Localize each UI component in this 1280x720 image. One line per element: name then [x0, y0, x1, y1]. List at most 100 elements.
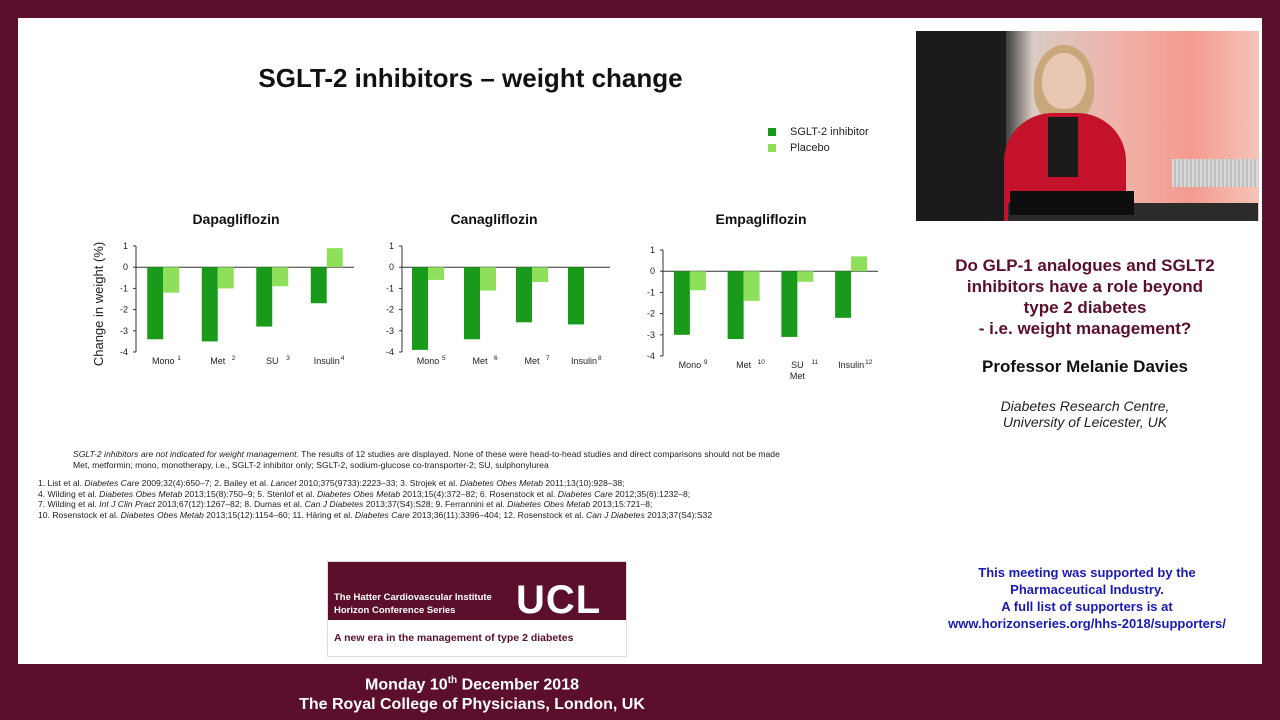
- study-superscript: 4: [341, 355, 345, 362]
- legend-item-sglt2: SGLT-2 inhibitor: [768, 124, 869, 140]
- event-footer: Monday 10th December 2018 The Royal Coll…: [0, 671, 944, 715]
- bar-sglt2: [516, 267, 532, 323]
- slide-title: SGLT-2 inhibitors – weight change: [258, 63, 683, 93]
- y-tick-label: 1: [650, 245, 655, 255]
- support-line: A full list of supporters is at: [1001, 599, 1173, 614]
- x-tick-label: Insulin: [314, 356, 340, 366]
- bar-placebo: [163, 267, 180, 293]
- y-tick-label: 1: [123, 241, 128, 251]
- study-superscript: 11: [811, 359, 818, 366]
- study-superscript: 7: [546, 355, 550, 362]
- bar-placebo: [428, 267, 444, 280]
- bar-sglt2: [781, 271, 798, 337]
- event-date: Monday 10th December 2018: [0, 671, 944, 695]
- x-tick-label: Mono: [152, 356, 175, 366]
- bar-placebo: [217, 267, 234, 289]
- bar-sglt2: [464, 267, 480, 340]
- y-tick-label: -4: [386, 347, 394, 357]
- bar-placebo: [272, 267, 289, 287]
- x-tick-label: Met: [524, 356, 540, 366]
- y-tick-label: -2: [120, 305, 128, 315]
- study-superscript: 12: [865, 359, 873, 366]
- banner-institute: The Hatter Cardiovascular Institute Hori…: [334, 591, 492, 617]
- x-tick-label: Met: [736, 360, 752, 370]
- study-superscript: 8: [598, 355, 602, 362]
- study-superscript: 2: [232, 355, 236, 362]
- study-superscript: 10: [758, 359, 766, 366]
- bar-placebo: [326, 248, 343, 268]
- reference-line: 7. Wilding et al. Int J Clin Pract 2013;…: [38, 499, 653, 509]
- y-tick-label: -4: [120, 347, 128, 357]
- banner-header: The Hatter Cardiovascular Institute Hori…: [328, 562, 626, 620]
- y-tick-label: -4: [647, 351, 655, 361]
- support-line: This meeting was supported by the: [978, 565, 1196, 580]
- bar-placebo: [689, 271, 706, 291]
- affiliation-line: Diabetes Research Centre,: [1000, 398, 1170, 414]
- footnote-abbreviations: Met, metformin; mono, monotherapy, i.e.,…: [73, 460, 549, 470]
- bar-placebo: [480, 267, 496, 291]
- chart-legend: SGLT-2 inhibitor Placebo: [768, 124, 869, 156]
- date-text-end: December 2018: [457, 676, 579, 694]
- bar-sglt2: [310, 267, 327, 304]
- legend-label-sglt2: SGLT-2 inhibitor: [790, 126, 869, 138]
- support-line: Pharmaceutical Industry.: [1010, 582, 1164, 597]
- x-tick-label: Met: [790, 371, 806, 381]
- bar-placebo: [851, 256, 868, 272]
- study-superscript: 3: [286, 355, 290, 362]
- y-tick-label: -1: [120, 283, 128, 293]
- y-axis-label: Change in weight (%): [91, 242, 106, 366]
- bar-placebo: [743, 271, 760, 301]
- bar-sglt2: [835, 271, 852, 318]
- bar-sglt2: [727, 271, 744, 340]
- slide: SGLT-2 inhibitors – weight change SGLT-2…: [18, 18, 913, 538]
- footnote-italic: SGLT-2 inhibitors are not indicated for …: [73, 449, 299, 459]
- legend-swatch-sglt2: [768, 128, 776, 136]
- supporters-link[interactable]: www.horizonseries.org/hhs-2018/supporter…: [948, 616, 1226, 631]
- chart-title: Canagliflozin: [450, 211, 537, 227]
- talk-title-line: - i.e. weight management?: [978, 319, 1192, 338]
- study-superscript: 9: [704, 359, 708, 366]
- study-superscript: 1: [177, 355, 181, 362]
- talk-title-line: inhibitors have a role beyond: [966, 277, 1204, 296]
- x-tick-label: Mono: [679, 360, 702, 370]
- banner-line: The Hatter Cardiovascular Institute: [334, 592, 492, 603]
- affiliation-line: University of Leicester, UK: [1002, 414, 1168, 430]
- speaker-video: [916, 31, 1259, 221]
- video-speaker-head: [1042, 53, 1086, 109]
- y-tick-label: 0: [650, 266, 655, 276]
- study-superscript: 5: [442, 355, 446, 362]
- talk-title-line: Do GLP-1 analogues and SGLT2: [955, 256, 1215, 275]
- bar-sglt2: [568, 267, 584, 325]
- talk-title-line: type 2 diabetes: [1023, 298, 1147, 317]
- bar-placebo: [532, 267, 548, 283]
- conference-banner: The Hatter Cardiovascular Institute Hori…: [327, 561, 627, 657]
- bar-sglt2: [201, 267, 218, 342]
- reference-line: 4. Wilding et al. Diabetes Obes Metab 20…: [38, 488, 691, 499]
- stage: SGLT-2 inhibitors – weight change SGLT-2…: [18, 18, 1262, 664]
- reference-line: 10. Rosenstock et al. Diabetes Obes Meta…: [38, 509, 713, 520]
- bar-sglt2: [673, 271, 690, 335]
- speaker-name: Professor Melanie Davies: [982, 357, 1188, 376]
- chart-title: Dapagliflozin: [192, 211, 279, 227]
- chart-title: Empagliflozin: [716, 211, 807, 227]
- legend-label-placebo: Placebo: [790, 142, 830, 154]
- support-notice: This meeting was supported by the Pharma…: [918, 564, 1256, 632]
- y-tick-label: -3: [647, 330, 655, 340]
- banner-line: Horizon Conference Series: [334, 605, 456, 616]
- x-tick-label: SU: [791, 360, 804, 370]
- reference-line: 1. List et al. Diabetes Care 2009;32(4):…: [38, 478, 625, 488]
- video-laptop: [1010, 191, 1134, 215]
- video-speaker-shirt: [1048, 117, 1078, 177]
- x-tick-label: Mono: [417, 356, 440, 366]
- x-tick-label: Insulin: [571, 356, 597, 366]
- y-tick-label: 0: [123, 262, 128, 272]
- bar-placebo: [797, 271, 814, 282]
- video-radiator: [1172, 159, 1258, 187]
- footnote-text: The results of 12 studies are displayed.…: [298, 449, 780, 459]
- video-wall: [916, 31, 1006, 221]
- references: 1. List et al. Diabetes Care 2009;32(4):…: [38, 478, 918, 520]
- ucl-logo: UCL: [516, 578, 602, 622]
